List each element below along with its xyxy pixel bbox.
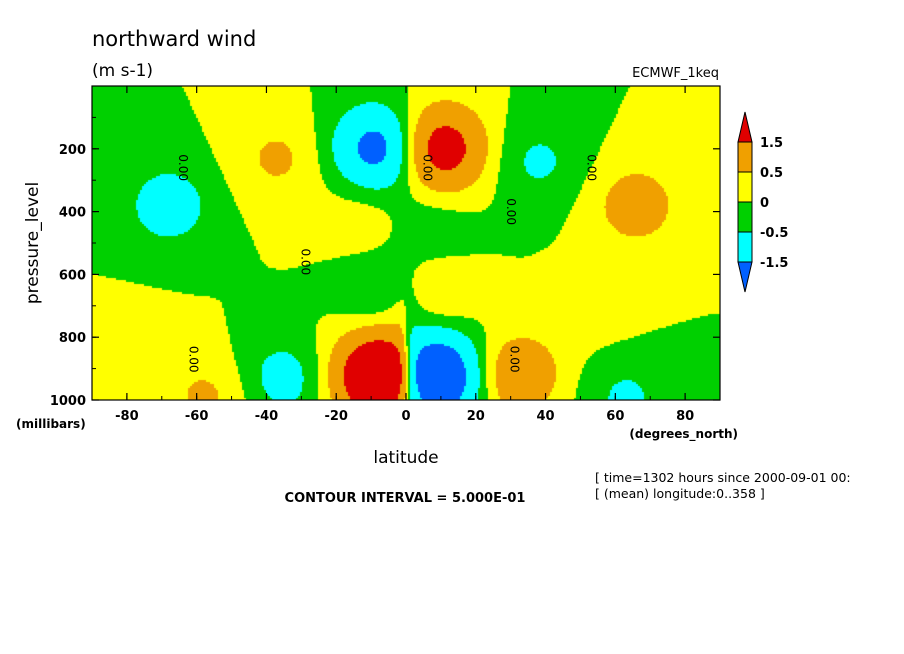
x-tick-label: 0 [401, 409, 410, 424]
x-tick-label: -40 [255, 409, 279, 424]
y-tick-label: 400 [59, 206, 86, 221]
legend-swatch [737, 261, 753, 293]
contour-label: 0.00 [420, 154, 434, 181]
chart-title: northward wind [92, 27, 256, 51]
contour-label: 0.00 [504, 198, 518, 225]
y-tick-label: 200 [59, 143, 86, 158]
chart-units: (m s-1) [92, 61, 153, 81]
legend-label: -0.5 [760, 226, 788, 241]
contour-label: 0.00 [508, 346, 522, 373]
legend-label: 0 [760, 196, 769, 211]
y-axis-label: pressure_level [23, 182, 43, 304]
x-tick-label: -80 [115, 409, 139, 424]
x-tick-label: 20 [467, 409, 485, 424]
y-tick-label: 1000 [50, 394, 86, 409]
x-tick-label: 80 [676, 409, 694, 424]
x-axis: -80 -60 -40 -20 0 20 40 60 80 [91, 86, 721, 424]
legend-label: 0.5 [760, 166, 783, 181]
y-axis-units: (millibars) [16, 417, 86, 431]
time-note: [ time=1302 hours since 2000-09-01 00: [595, 470, 851, 485]
x-tick-label: -20 [324, 409, 348, 424]
contour-interval-note: CONTOUR INTERVAL = 5.000E-01 [285, 491, 526, 506]
y-tick-label: 800 [59, 331, 86, 346]
plot-area: 0.00 0.00 0.00 0.00 0.00 0.00 0.00 [91, 85, 721, 401]
legend-swatch [737, 231, 753, 263]
contour-labels: 0.00 0.00 0.00 0.00 0.00 0.00 0.00 [176, 154, 598, 372]
legend-swatch [737, 141, 753, 173]
x-tick-label: 40 [537, 409, 555, 424]
y-tick-label: 600 [59, 268, 86, 283]
legend-label: -1.5 [760, 256, 788, 271]
contour-label: 0.00 [584, 154, 598, 181]
dataset-label: ECMWF_1keq [632, 66, 719, 81]
contour-label: 0.00 [176, 154, 190, 181]
legend-swatch [737, 171, 753, 203]
legend-swatch [737, 201, 753, 233]
legend-label: 1.5 [760, 136, 783, 151]
longitude-note: [ (mean) longitude:0..358 ] [595, 486, 765, 501]
contour-label: 0.00 [298, 248, 312, 275]
x-axis-label: latitude [373, 448, 438, 468]
x-axis-units: (degrees_north) [629, 427, 738, 442]
x-tick-label: 60 [606, 409, 624, 424]
y-axis: 200 400 600 800 1000 [50, 116, 720, 409]
contour-label: 0.00 [187, 346, 201, 373]
field-image [92, 86, 720, 400]
x-tick-label: -60 [185, 409, 209, 424]
legend-swatch [737, 111, 753, 143]
color-legend: 1.5 0.5 0 -0.5 -1.5 [737, 111, 788, 293]
